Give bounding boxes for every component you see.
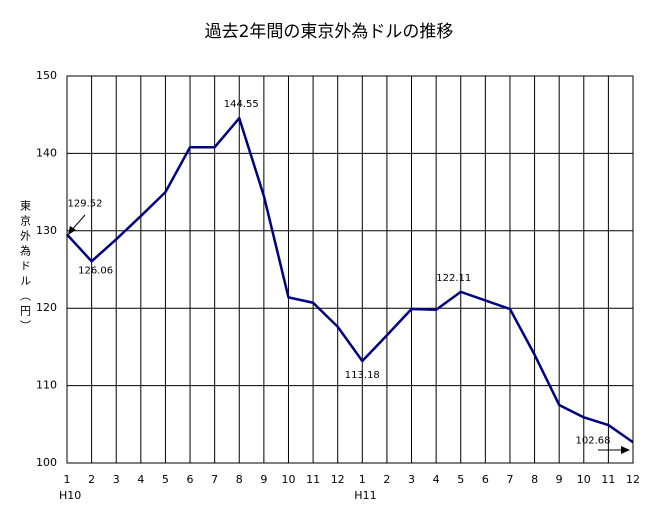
x-tick-label: 1 — [64, 473, 71, 486]
x-tick-label: 3 — [113, 473, 120, 486]
x-tick-label: 5 — [162, 473, 169, 486]
y-tick-label: 110 — [36, 379, 57, 392]
plot-frame — [66, 75, 634, 464]
data-label: 102.68 — [576, 435, 611, 446]
x-tick-label: 1 — [359, 473, 366, 486]
data-label: 126.06 — [78, 265, 113, 276]
x-tick-label: 7 — [506, 473, 513, 486]
y-tick-label: 130 — [36, 224, 57, 237]
x-tick-label: 8 — [236, 473, 243, 486]
x-tick-label: 12 — [331, 473, 345, 486]
x-tick-label: 3 — [408, 473, 415, 486]
x-tick-label: 2 — [88, 473, 95, 486]
x-tick-label: 6 — [187, 473, 194, 486]
arrow-head — [621, 446, 630, 454]
y-tick-label: 150 — [36, 69, 57, 82]
x-tick-label: 10 — [577, 473, 591, 486]
x-tick-label: 9 — [556, 473, 563, 486]
data-label: 144.55 — [224, 99, 259, 110]
data-label: 129.52 — [68, 199, 103, 210]
x-tick-label: 5 — [457, 473, 464, 486]
x-tick-label: 4 — [433, 473, 440, 486]
data-label: 122.11 — [436, 273, 471, 284]
x-tick-label: 8 — [531, 473, 538, 486]
x-tick-label: 11 — [306, 473, 320, 486]
y-tick-label: 100 — [36, 456, 57, 469]
x-tick-label: 6 — [482, 473, 489, 486]
y-axis-label: 東京外為ドル（円） — [19, 200, 32, 335]
y-tick-label: 140 — [36, 146, 57, 159]
x-tick-label: 4 — [137, 473, 144, 486]
x-tick-label: 7 — [211, 473, 218, 486]
x-tick-label: 9 — [260, 473, 267, 486]
series-line — [66, 116, 634, 444]
x-group-label: H10 — [59, 489, 81, 502]
chart-title: 過去2年間の東京外為ドルの推移 — [205, 22, 454, 42]
x-tick-label: 10 — [281, 473, 295, 486]
y-tick-label: 120 — [36, 301, 57, 314]
x-tick-label: 2 — [383, 473, 390, 486]
x-tick-label: 12 — [626, 473, 640, 486]
data-label: 113.18 — [345, 370, 380, 381]
x-tick-label: 11 — [601, 473, 615, 486]
x-group-label: H11 — [354, 489, 376, 502]
